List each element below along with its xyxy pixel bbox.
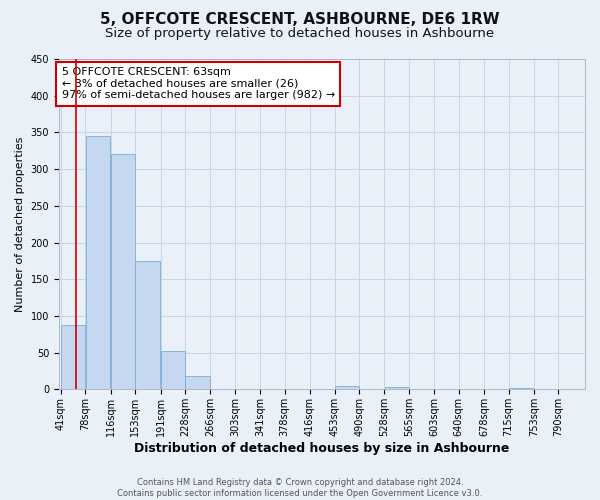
Text: 5, OFFCOTE CRESCENT, ASHBOURNE, DE6 1RW: 5, OFFCOTE CRESCENT, ASHBOURNE, DE6 1RW [100, 12, 500, 28]
Bar [61, 325, 85, 390]
Bar [385, 387, 409, 390]
Text: Contains HM Land Registry data © Crown copyright and database right 2024.
Contai: Contains HM Land Registry data © Crown c… [118, 478, 482, 498]
X-axis label: Distribution of detached houses by size in Ashbourne: Distribution of detached houses by size … [134, 442, 509, 455]
Text: Size of property relative to detached houses in Ashbourne: Size of property relative to detached ho… [106, 28, 494, 40]
Bar [111, 154, 135, 390]
Bar [86, 136, 110, 390]
Bar [136, 261, 160, 390]
Bar [335, 386, 359, 390]
Y-axis label: Number of detached properties: Number of detached properties [15, 136, 25, 312]
Bar [509, 388, 533, 390]
Bar [161, 351, 185, 390]
Bar [185, 376, 209, 390]
Text: 5 OFFCOTE CRESCENT: 63sqm
← 3% of detached houses are smaller (26)
97% of semi-d: 5 OFFCOTE CRESCENT: 63sqm ← 3% of detach… [62, 68, 335, 100]
